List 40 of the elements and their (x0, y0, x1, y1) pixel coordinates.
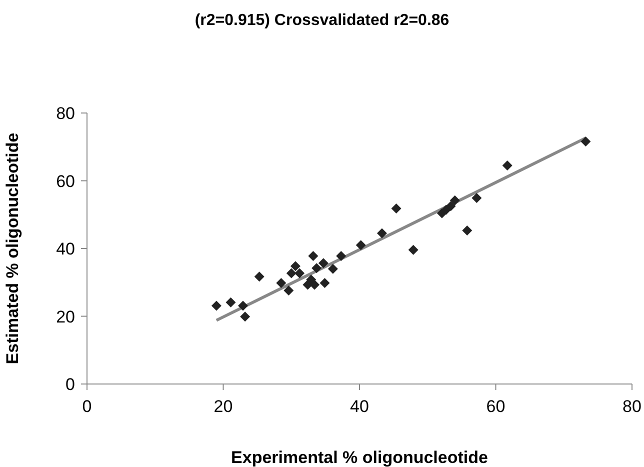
x-tick-label: 80 (622, 397, 642, 416)
x-axis-title: Experimental % oligonucleotide (231, 448, 488, 467)
point (284, 286, 294, 296)
point (308, 250, 318, 261)
y-tick-label: 20 (56, 307, 75, 326)
point (502, 160, 512, 171)
point (286, 268, 296, 278)
point (238, 300, 248, 311)
point (276, 278, 286, 288)
y-tick-label: 60 (56, 172, 75, 191)
point (254, 272, 264, 282)
point (226, 297, 236, 308)
point (446, 201, 456, 212)
point (376, 228, 387, 238)
point (211, 300, 222, 311)
point (328, 264, 338, 274)
point (312, 263, 322, 274)
point (356, 240, 366, 250)
point (294, 268, 305, 278)
point (408, 244, 418, 255)
point (391, 204, 402, 214)
point (336, 250, 346, 261)
point (240, 312, 250, 322)
point (462, 226, 472, 236)
point (290, 261, 300, 272)
point (472, 193, 482, 204)
point (580, 136, 591, 146)
point (318, 258, 328, 268)
point (310, 280, 320, 290)
x-tick-label: 40 (350, 397, 369, 416)
y-axis-title: Estimated % oligonucleotide (3, 132, 22, 364)
y-tick-label: 40 (56, 240, 75, 259)
point (450, 195, 460, 206)
x-tick-label: 20 (214, 397, 233, 416)
y-tick-label: 0 (66, 375, 75, 394)
point (320, 278, 330, 288)
x-tick-label: 0 (82, 397, 92, 416)
y-tick-label: 80 (56, 104, 75, 124)
x-tick-label: 60 (486, 397, 506, 416)
chart-title: (r2=0.915) Crossvalidated r2=0.86 (194, 12, 450, 30)
